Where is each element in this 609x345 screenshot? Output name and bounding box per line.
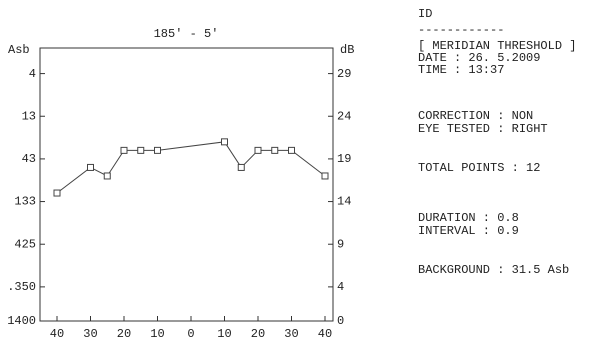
x-tick-label: 30 (284, 327, 298, 341)
x-tick-label: 20 (117, 327, 131, 341)
y2-tick-label: 0 (337, 314, 344, 328)
y2-tick-label: 9 (337, 237, 344, 251)
data-point (221, 138, 228, 146)
y2-tick-label: 24 (337, 109, 351, 123)
y-axis-label: Asb (8, 43, 30, 57)
report-line: EYE TESTED : RIGHT (418, 122, 548, 136)
x-tick-label: 10 (217, 327, 231, 341)
x-tick-label: 20 (251, 327, 265, 341)
report-line: INTERVAL : 0.9 (418, 224, 519, 238)
report-rule: ------------ (418, 23, 504, 37)
y2-tick-label: 29 (337, 67, 351, 81)
x-tick-label: 0 (187, 327, 194, 341)
y-tick-label: 133 (14, 195, 36, 209)
y2-tick-label: 19 (337, 152, 351, 166)
y-tick-label: .350 (7, 280, 36, 294)
data-point (237, 163, 245, 171)
report-line: DATE : 26. 5.2009 (418, 51, 540, 65)
x-tick-label: 30 (83, 327, 97, 341)
report-line: BACKGROUND : 31.5 Asb (418, 263, 569, 277)
y-tick-label: 13 (22, 109, 36, 123)
y-tick-label: 4 (29, 67, 36, 81)
report-line: DURATION : 0.8 (418, 211, 519, 225)
x-tick-label: 40 (50, 327, 64, 341)
y2-tick-label: 4 (337, 280, 344, 294)
y-tick-label: 1400 (7, 314, 36, 328)
report-id: ID (418, 7, 432, 21)
data-point (103, 172, 111, 180)
y-tick-label: 43 (22, 152, 36, 166)
y2-tick-label: 14 (337, 195, 351, 209)
data-point (87, 163, 94, 171)
data-point (137, 146, 145, 154)
data-point (53, 189, 61, 197)
plot-frame (39, 47, 334, 322)
data-point (120, 146, 128, 154)
y2-axis-label: dB (340, 43, 354, 57)
chart-title: 185′ - 5′ (154, 27, 219, 41)
data-point (321, 172, 329, 180)
data-point (288, 146, 295, 154)
report-line: TOTAL POINTS : 12 (418, 161, 540, 175)
report-line: CORRECTION : NON (418, 109, 533, 123)
data-point (271, 146, 279, 154)
report-line: [ MERIDIAN THRESHOLD ] (418, 39, 576, 53)
y-tick-label: 425 (14, 237, 36, 251)
report-line: TIME : 13:37 (418, 63, 504, 77)
x-tick-label: 40 (318, 327, 332, 341)
data-point (154, 146, 161, 154)
x-tick-label: 10 (150, 327, 164, 341)
data-point (254, 146, 262, 154)
